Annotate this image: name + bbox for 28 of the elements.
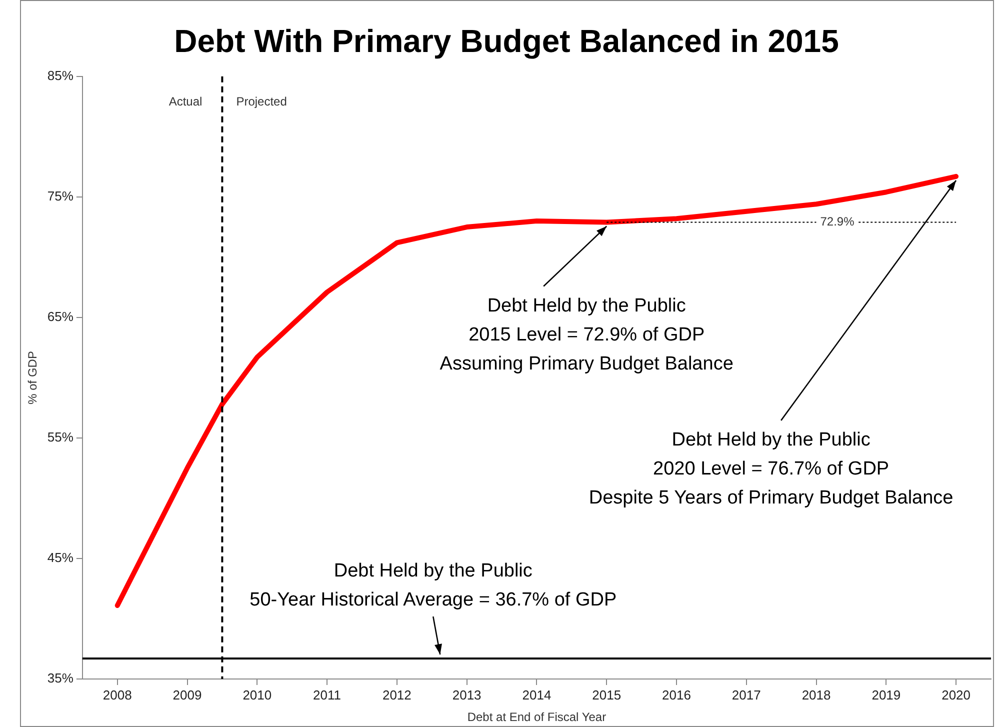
x-tick-label: 2014 bbox=[522, 687, 552, 702]
x-tick-label: 2013 bbox=[452, 687, 482, 702]
x-tick-label: 2018 bbox=[802, 687, 831, 702]
annotation: Projected bbox=[236, 94, 287, 109]
x-tick-label: 2019 bbox=[872, 687, 901, 702]
x-axis-title: Debt at End of Fiscal Year bbox=[467, 710, 606, 724]
x-tick-label: 2011 bbox=[313, 687, 342, 702]
x-tick-label: 2015 bbox=[592, 687, 622, 702]
x-tick-label: 2010 bbox=[242, 687, 272, 702]
y-tick-label: 55% bbox=[47, 430, 74, 445]
y-tick-label: 75% bbox=[47, 188, 74, 204]
annotation: Debt Held by the Public 2015 Level = 72.9% of GDP Assuming Primary Budget Balance bbox=[440, 295, 734, 374]
annotation: 72.9% bbox=[820, 214, 855, 229]
x-tick-label: 2012 bbox=[382, 687, 412, 702]
y-tick-label: 45% bbox=[47, 550, 74, 566]
y-tick-label: 35% bbox=[47, 670, 74, 686]
x-tick-label: 2016 bbox=[662, 687, 691, 702]
x-tick-label: 2017 bbox=[732, 687, 761, 702]
chart-title: Debt With Primary Budget Balanced in 2015 bbox=[174, 23, 839, 60]
annotation: Debt Held by the Public 2020 Level = 76.7% of GDP Despite 5 Years of Primary Budget Balance bbox=[588, 430, 954, 509]
x-tick-label: 2009 bbox=[172, 687, 202, 702]
y-tick-label: 85% bbox=[47, 68, 74, 83]
y-axis-title: % of GDP bbox=[26, 351, 40, 404]
y-tick-label: 65% bbox=[47, 309, 74, 324]
x-tick-label: 2020 bbox=[942, 687, 971, 702]
x-tick-label: 2008 bbox=[102, 687, 132, 702]
annotation: Actual bbox=[168, 94, 202, 109]
ref-line-label: Debt Held by the Public 50-Year Historical Average = 36.7% of GDP bbox=[250, 560, 617, 611]
